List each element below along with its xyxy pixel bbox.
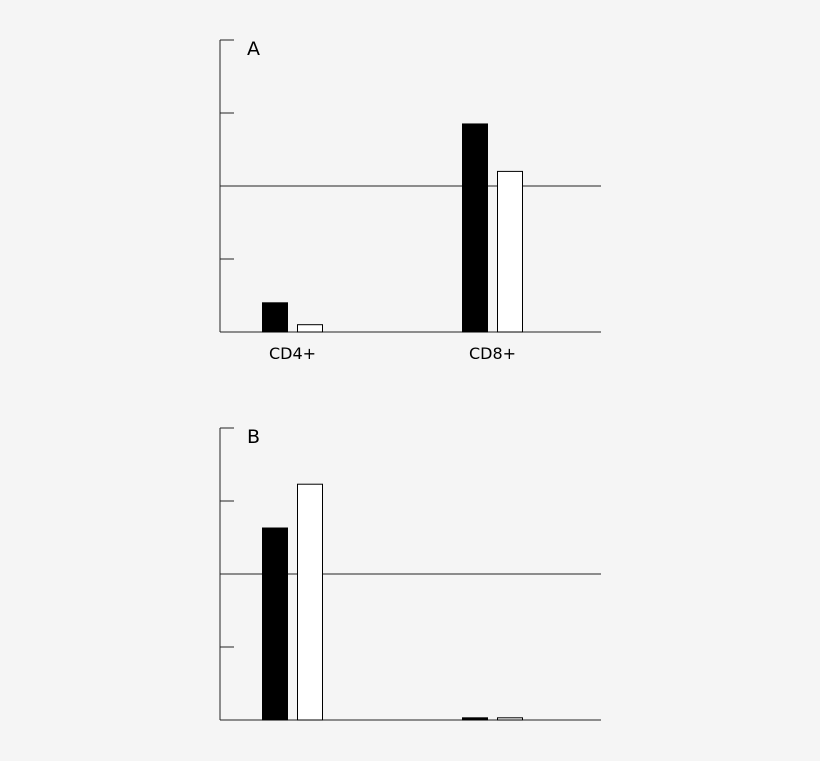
panel-b-label: B [247,426,260,448]
panel-a-label: A [247,38,260,60]
bar-1-series-0 [462,123,488,333]
bar-0-series-0 [262,302,288,333]
panel-b: B [219,426,601,721]
bar-0-series-0 [262,527,288,721]
bar-0-series-1 [297,483,323,721]
category-label-0: CD4+ [269,344,316,363]
panel-a: A CD4+ CD8+ [219,38,601,363]
bar-1-series-0 [462,717,488,721]
bar-1-series-1 [497,170,523,333]
bar-1-series-1 [497,717,523,721]
bar-0-series-1 [297,324,323,333]
category-label-1: CD8+ [469,344,516,363]
